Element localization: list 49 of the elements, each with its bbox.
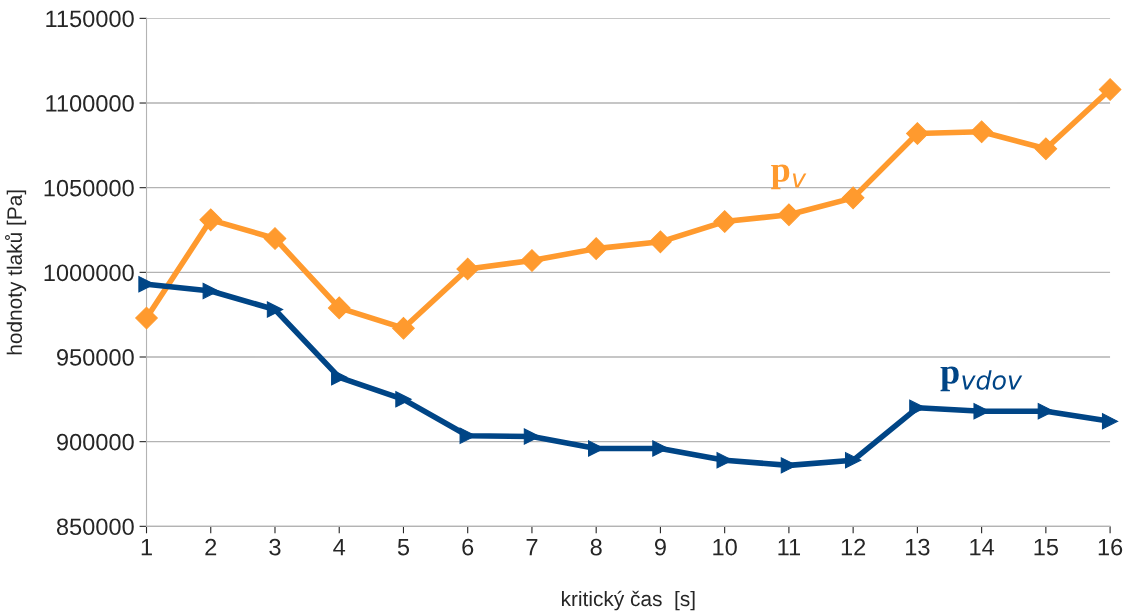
point	[456, 257, 480, 281]
x-tick-label: 9	[654, 538, 666, 556]
point	[844, 452, 862, 469]
point	[392, 316, 415, 340]
point	[395, 391, 412, 408]
point	[1101, 413, 1119, 430]
point	[1034, 137, 1058, 161]
point	[649, 230, 672, 254]
x-tick-label: 8	[590, 538, 602, 556]
x-tick-label: 15	[1034, 538, 1058, 556]
y-tick-label: 850000	[56, 518, 134, 536]
y-axis-title: hodnoty tlaků [Pa]	[5, 190, 27, 355]
series-label: p$_{v}$	[771, 164, 807, 190]
x-tick-label: 10	[713, 538, 737, 556]
point	[906, 122, 929, 145]
x-tick-label: 11	[778, 538, 801, 556]
point	[584, 237, 608, 260]
x-tick-label: 16	[1098, 538, 1123, 556]
y-tick-label: 1150000	[46, 10, 134, 28]
x-tick-label: 3	[269, 538, 281, 556]
point	[202, 282, 219, 300]
point	[263, 227, 287, 250]
point	[331, 369, 348, 386]
point	[970, 120, 993, 144]
y-tick-label: 1100000	[46, 95, 134, 112]
x-tick-label: 7	[526, 538, 538, 556]
x-tick-label: 12	[841, 538, 866, 556]
y-tick-label: 950000	[57, 349, 134, 366]
x-tick-label: 2	[205, 538, 217, 556]
x-tick-label: 14	[970, 538, 995, 556]
point	[713, 210, 736, 233]
point	[1098, 78, 1122, 101]
y-tick-label: 1000000	[44, 264, 134, 282]
point	[199, 208, 223, 232]
point	[841, 186, 865, 210]
point	[135, 306, 158, 330]
y-tick-label: 1050000	[44, 179, 134, 197]
point	[777, 203, 801, 227]
x-tick-label: 1	[141, 538, 152, 556]
point	[520, 249, 544, 272]
x-tick-label: 4	[333, 538, 346, 556]
x-tick-label: 5	[397, 538, 410, 556]
series-label: p$_{vdov}$	[940, 366, 1023, 392]
x-axis-title: kritický čas [s]	[561, 590, 695, 611]
x-tick-label: 13	[906, 538, 930, 556]
point	[266, 301, 284, 318]
x-tick-label: 6	[462, 538, 474, 556]
point	[327, 296, 351, 320]
y-tick-label: 900000	[57, 433, 134, 451]
